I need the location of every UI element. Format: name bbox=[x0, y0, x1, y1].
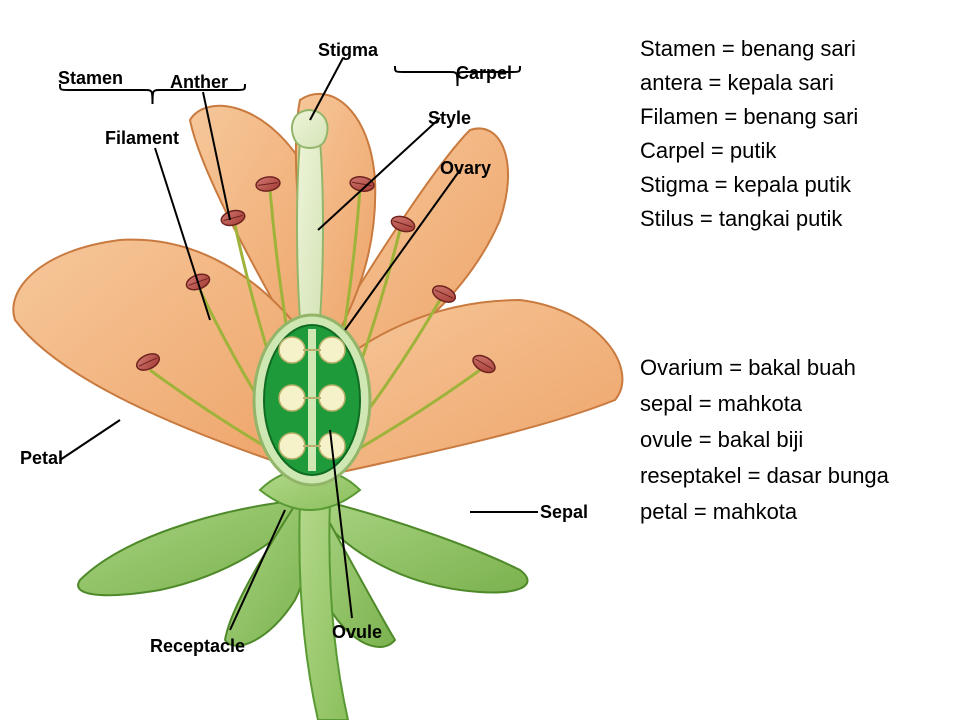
ovule bbox=[319, 385, 345, 411]
glossary-line: Filamen = benang sari bbox=[640, 100, 858, 134]
ovule bbox=[279, 433, 305, 459]
glossary-line: ovule = bakal biji bbox=[640, 422, 889, 458]
label-receptacle: Receptacle bbox=[150, 636, 245, 657]
label-carpel: Carpel bbox=[456, 63, 512, 84]
glossary-line: Stamen = benang sari bbox=[640, 32, 858, 66]
glossary-line: Stigma = kepala putik bbox=[640, 168, 858, 202]
label-ovary: Ovary bbox=[440, 158, 491, 179]
glossary-line: Stilus = tangkai putik bbox=[640, 202, 858, 236]
label-ovule: Ovule bbox=[332, 622, 382, 643]
label-petal: Petal bbox=[20, 448, 63, 469]
stigma bbox=[292, 110, 327, 148]
ovule bbox=[279, 337, 305, 363]
glossary-line: antera = kepala sari bbox=[640, 66, 858, 100]
ovule bbox=[279, 385, 305, 411]
label-anther: Anther bbox=[170, 72, 228, 93]
glossary-line: Ovarium = bakal buah bbox=[640, 350, 889, 386]
glossary-block-2: Ovarium = bakal buahsepal = mahkotaovule… bbox=[640, 350, 889, 530]
glossary-block-1: Stamen = benang sariantera = kepala sari… bbox=[640, 32, 858, 236]
label-stigma: Stigma bbox=[318, 40, 378, 61]
label-filament: Filament bbox=[105, 128, 179, 149]
ovule bbox=[319, 337, 345, 363]
glossary-line: petal = mahkota bbox=[640, 494, 889, 530]
label-sepal: Sepal bbox=[540, 502, 588, 523]
style bbox=[297, 131, 323, 320]
glossary-line: reseptakel = dasar bunga bbox=[640, 458, 889, 494]
leader-petal bbox=[60, 420, 120, 460]
glossary-line: sepal = mahkota bbox=[640, 386, 889, 422]
diagram-stage: Stamen Anther Filament Stigma Carpel Sty… bbox=[0, 0, 960, 720]
glossary-line: Carpel = putik bbox=[640, 134, 858, 168]
label-style: Style bbox=[428, 108, 471, 129]
label-stamen: Stamen bbox=[58, 68, 123, 89]
